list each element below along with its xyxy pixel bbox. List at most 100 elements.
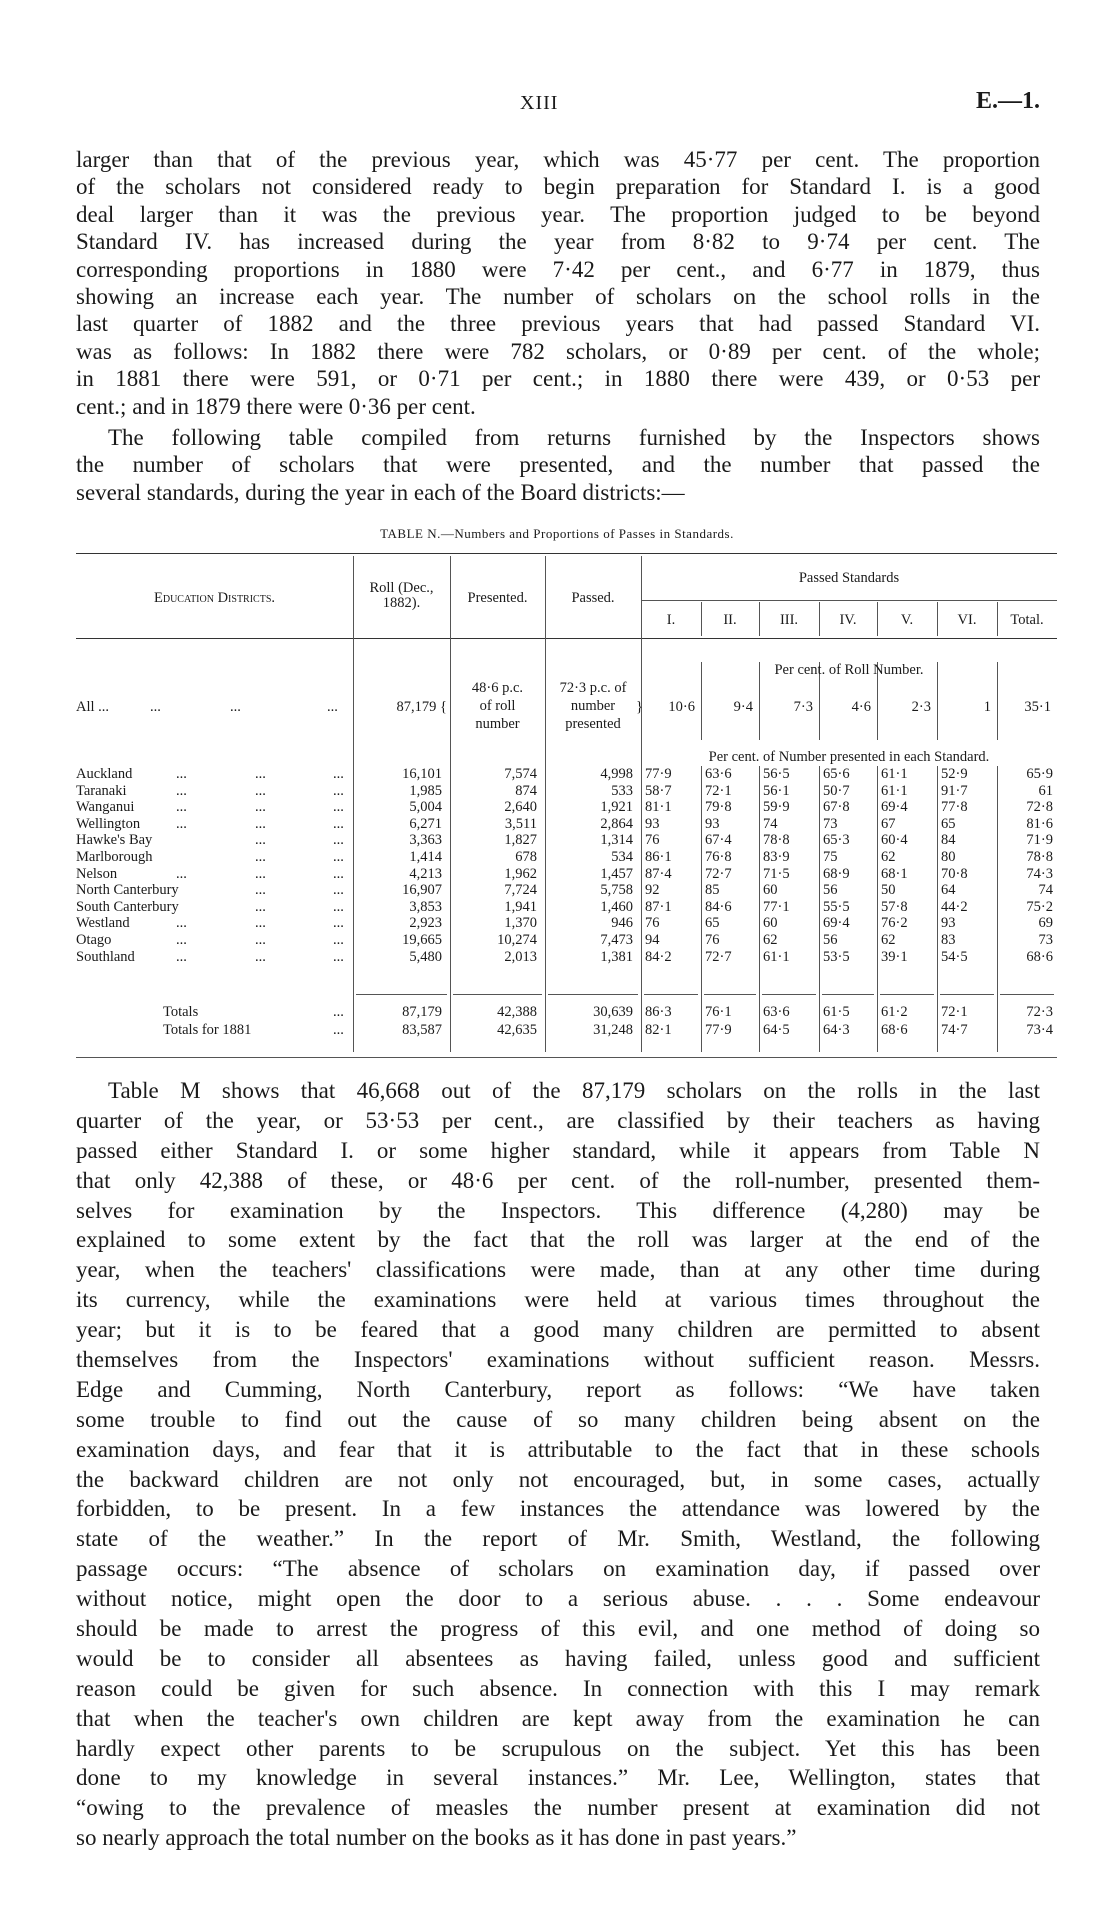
presented-value: 42,635 <box>497 1022 537 1038</box>
leader-dots: ... <box>333 948 344 965</box>
passed-value: 5,758 <box>600 882 633 899</box>
standard-value: 77·9 <box>705 1022 732 1038</box>
total-value: 73 <box>1038 932 1054 948</box>
leader-dots: ... <box>333 898 344 915</box>
standard-value: 78·8 <box>763 832 790 849</box>
text-line: several standards, during the year in ea… <box>76 479 685 505</box>
all-value: 4·6 <box>851 699 871 715</box>
row-label: Taranaki <box>76 782 127 799</box>
standard-value: 55·5 <box>823 898 850 915</box>
leader-dots: ... <box>176 865 187 882</box>
paragraph-1: larger than that of the previous year, w… <box>76 146 1040 420</box>
leader-dots: ... <box>255 815 266 832</box>
standard-value: 56 <box>823 932 838 948</box>
table-rule <box>76 638 1057 639</box>
all-passed: number <box>570 698 616 714</box>
presented-value: 1,962 <box>504 865 537 882</box>
text-line: of the scholars not considered ready to … <box>76 174 1040 200</box>
leader-dots: ... <box>333 849 344 865</box>
passed-value: 533 <box>611 782 633 799</box>
leader-dots: ... <box>255 782 266 799</box>
all-passed: presented <box>565 716 621 732</box>
leader-dots: ... <box>255 932 266 948</box>
passed-value: 1,457 <box>600 865 633 882</box>
presented-value: 1,827 <box>504 832 537 849</box>
column-header-roll: Roll (Dec., <box>369 580 434 596</box>
standard-value: 76 <box>645 832 660 849</box>
standard-value: 64·3 <box>823 1022 850 1038</box>
document-reference: E.—1. <box>975 88 1040 114</box>
roll-value: 4,213 <box>409 865 442 882</box>
text-line: Edge and Cumming, North Canterbury, repo… <box>76 1376 1040 1402</box>
table-rule <box>453 994 542 995</box>
text-line: showing an increase each year. The numbe… <box>76 283 1040 309</box>
all-presented: 48·6 p.c. <box>471 680 524 696</box>
total-value: 74·3 <box>1026 865 1053 882</box>
leader-dots: ... <box>333 815 344 832</box>
text-line: cent.; and in 1879 there were 0·36 per c… <box>76 393 476 419</box>
table-rule <box>822 994 874 995</box>
text-line: passage occurs: “The absence of scholars… <box>76 1556 1040 1582</box>
column-rule <box>997 662 998 740</box>
leader-dots: ... <box>255 766 266 782</box>
roll-value: 3,363 <box>409 832 442 849</box>
standard-value: 65 <box>705 915 720 932</box>
text-line: “owing to the prevalence of measles the … <box>76 1795 1040 1821</box>
row-label: Hawke's Bay <box>76 832 153 849</box>
total-value: 69 <box>1038 915 1054 932</box>
standard-value: 60 <box>763 882 778 899</box>
leader-dots: ... <box>255 799 266 816</box>
text-line: state of the weather.” In the report of … <box>76 1526 1040 1552</box>
row-label: North Canterbury <box>76 882 179 899</box>
roll-value: 1,414 <box>409 849 442 865</box>
column-header-standard: I. <box>666 612 676 628</box>
total-value: 74 <box>1038 882 1054 899</box>
row-label: Westland <box>76 915 130 932</box>
text-line: explained to some extent by the fact tha… <box>76 1227 1040 1253</box>
section-note: Per cent. of Number presented in each St… <box>708 749 990 765</box>
table-rule <box>76 1057 1057 1058</box>
standard-value: 56·5 <box>763 766 790 782</box>
leader-dots: ... <box>255 898 266 915</box>
roll-value: 2,923 <box>409 915 442 932</box>
standard-value: 94 <box>645 932 660 948</box>
all-presented: number <box>475 716 520 732</box>
roll-value: 6,271 <box>409 815 442 832</box>
text-line: that when the teacher's own children are… <box>76 1705 1040 1731</box>
column-rule <box>701 662 702 740</box>
leader-dots: ... <box>333 799 344 816</box>
standard-value: 86·1 <box>645 849 672 865</box>
text-line: selves for examination by the Inspectors… <box>76 1197 1040 1223</box>
all-passed: 72·3 p.c. of <box>559 680 627 696</box>
standard-value: 68·1 <box>881 865 908 882</box>
column-rule <box>353 556 354 1052</box>
column-header-presented: Presented. <box>467 590 528 606</box>
leader-dots: ... <box>333 1022 344 1038</box>
standard-value: 65·6 <box>823 766 850 782</box>
standard-value: 52·9 <box>941 766 968 782</box>
standard-value: 69·4 <box>881 799 908 816</box>
column-rule <box>450 556 451 1052</box>
standard-value: 85 <box>705 882 720 899</box>
passed-value: 30,639 <box>593 1004 633 1020</box>
standard-value: 87·4 <box>645 865 672 882</box>
column-header-roll: 1882). <box>382 595 421 611</box>
standard-value: 87·1 <box>645 898 672 915</box>
column-rule <box>641 556 642 1052</box>
leader-dots: ... <box>176 815 187 832</box>
leader-dots: ... <box>176 948 187 965</box>
text-line: quarter of the year, or 53·53 per cent.,… <box>76 1107 1040 1133</box>
total-value: 75·2 <box>1026 898 1053 915</box>
text-line: Table M shows that 46,668 out of the 87,… <box>108 1078 1040 1103</box>
column-rule <box>819 766 820 1052</box>
text-line: some trouble to find out the cause of so… <box>76 1406 1040 1432</box>
column-rule <box>937 662 938 740</box>
standard-value: 71·5 <box>763 865 790 882</box>
standard-value: 72·1 <box>705 782 732 799</box>
passed-value: 4,998 <box>600 766 633 782</box>
standard-value: 57·8 <box>881 898 908 915</box>
standard-value: 69·4 <box>823 915 850 932</box>
all-value: 9·4 <box>733 699 753 715</box>
text-line: themselves from the Inspectors' examinat… <box>76 1347 1040 1373</box>
